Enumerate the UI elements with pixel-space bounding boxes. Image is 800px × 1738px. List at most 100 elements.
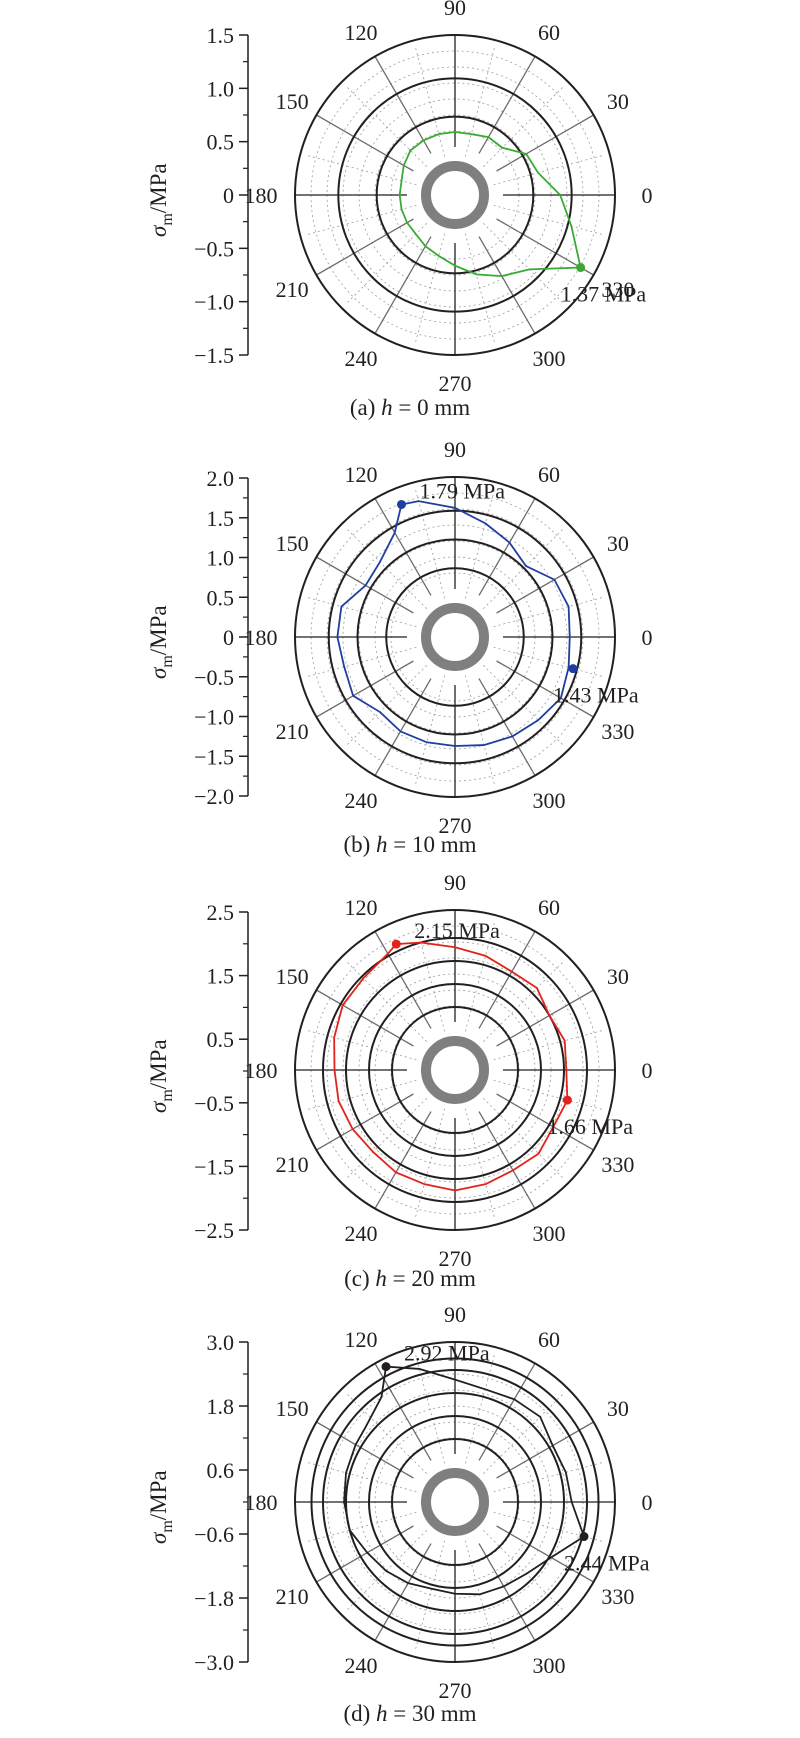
grid-spoke [316, 1093, 414, 1151]
grid-spoke [496, 989, 594, 1047]
grid-spoke-dotted [464, 1352, 496, 1464]
grid-spoke-dotted [483, 1098, 565, 1180]
inner-hole [421, 161, 489, 229]
grid-spoke-dotted [464, 45, 496, 157]
angle-label-180: 180 [245, 1490, 278, 1515]
grid-spoke-dotted [483, 665, 565, 747]
ylabel-sub: m [159, 213, 176, 226]
series-line [336, 500, 571, 747]
grid-ring [322, 937, 588, 1203]
caption-var: h [375, 1266, 387, 1291]
r-tick-label: −2.0 [194, 784, 234, 809]
max-value-label: 2.44 MPa [564, 1551, 650, 1576]
angle-label-150: 150 [276, 531, 309, 556]
grid-spoke-dotted [305, 154, 417, 186]
grid-spoke [316, 114, 414, 172]
r-tick-label: −1.0 [194, 705, 234, 730]
max-point-marker [396, 499, 406, 509]
max-value-label: 2.15 MPa [414, 918, 500, 943]
max-value-label: 1.43 MPa [553, 683, 639, 708]
outer-ring [294, 909, 616, 1231]
max-point-marker [391, 939, 401, 949]
angle-label-90: 90 [444, 437, 466, 462]
max-value-label: 1.66 MPa [547, 1114, 633, 1139]
caption-prefix: (c) [344, 1266, 375, 1291]
grid-ring [337, 77, 573, 313]
ylabel-sub: m [159, 1089, 176, 1102]
angle-label-300: 300 [533, 1221, 566, 1246]
grid-spoke-dotted [414, 675, 446, 787]
grid-spoke-dotted [305, 204, 417, 236]
grid-spoke-dotted [305, 1461, 417, 1493]
grid-spoke [374, 56, 432, 154]
grid-spoke [478, 498, 536, 596]
grid-spoke-dotted [493, 204, 605, 236]
y-axis-label: σm/MPa [146, 605, 176, 679]
r-tick-label: 0.5 [207, 130, 235, 155]
grid-spoke [496, 114, 594, 172]
grid-ring [368, 983, 542, 1157]
grid-spoke [478, 931, 536, 1029]
outer-ring [294, 34, 616, 356]
angle-label-300: 300 [533, 788, 566, 813]
r-tick-label: 0.5 [207, 1027, 235, 1052]
r-tick-label: −0.5 [194, 665, 234, 690]
grid-spoke-dotted [493, 596, 605, 628]
angle-label-30: 30 [607, 1396, 629, 1421]
grid-spoke [496, 660, 594, 718]
caption-prefix: (b) [343, 832, 376, 857]
caption-prefix: (d) [343, 1701, 376, 1726]
grid-spoke-dotted [345, 665, 427, 747]
grid-spoke-dotted [345, 1392, 427, 1474]
r-tick-label: −1.5 [194, 1154, 234, 1179]
r-tick-label: 1.5 [207, 964, 235, 989]
angle-label-270: 270 [439, 371, 472, 396]
r-tick-label: −3.0 [194, 1650, 234, 1675]
grid-spoke-dotted [305, 1029, 417, 1061]
r-tick-label: −1.5 [194, 744, 234, 769]
angle-label-240: 240 [345, 1221, 378, 1246]
angle-label-0: 0 [642, 1490, 653, 1515]
angle-label-240: 240 [345, 346, 378, 371]
polar-panel-d: 0 30 60 90 120 150 180 210 240 270 300 330 3.0 1.8 0.6… [146, 1302, 653, 1726]
grid-spoke-dotted [464, 487, 496, 599]
grid-spoke-dotted [483, 223, 565, 305]
angle-label-150: 150 [276, 964, 309, 989]
ylabel-sigma: σ [146, 224, 171, 237]
grid-ring [310, 1357, 600, 1647]
caption-prefix: (a) [350, 395, 381, 420]
polar-panel-a: 0 30 60 90 120 150 180 210 240 270 300 330 1.5 1.0 0.5… [146, 0, 653, 420]
grid-ring [368, 1415, 542, 1589]
grid-spoke [374, 931, 432, 1029]
grid-spoke-dotted [483, 1530, 565, 1612]
angle-label-150: 150 [276, 1396, 309, 1421]
angle-label-300: 300 [533, 1653, 566, 1678]
grid-spoke-dotted [305, 596, 417, 628]
angle-label-210: 210 [276, 719, 309, 744]
r-tick-label: −0.5 [194, 1091, 234, 1116]
ylabel-sigma: σ [146, 666, 171, 679]
grid-spoke-dotted [414, 920, 446, 1032]
grid-ring [385, 567, 525, 707]
series-line [398, 131, 582, 278]
ylabel-sigma: σ [146, 1100, 171, 1113]
caption-rest: = 20 mm [387, 1266, 476, 1291]
grid-spoke-dotted [464, 1108, 496, 1220]
grid-spoke-dotted [493, 646, 605, 678]
grid-spoke [374, 1543, 432, 1641]
grid-spoke-dotted [345, 1530, 427, 1612]
grid-ring [356, 538, 554, 736]
r-tick-label: 1.8 [207, 1394, 235, 1419]
ylabel-unit: /MPa [146, 1470, 171, 1520]
grid-ring [391, 1438, 519, 1566]
series-line [343, 1365, 586, 1596]
r-tick-label: 1.5 [207, 506, 235, 531]
r-tick-label: 0 [223, 183, 234, 208]
grid-spoke-dotted [464, 920, 496, 1032]
angle-label-60: 60 [538, 895, 560, 920]
max-point-marker [562, 1095, 572, 1105]
ylabel-unit: /MPa [146, 605, 171, 655]
angle-label-330: 330 [601, 719, 634, 744]
grid-spoke [478, 1543, 536, 1641]
